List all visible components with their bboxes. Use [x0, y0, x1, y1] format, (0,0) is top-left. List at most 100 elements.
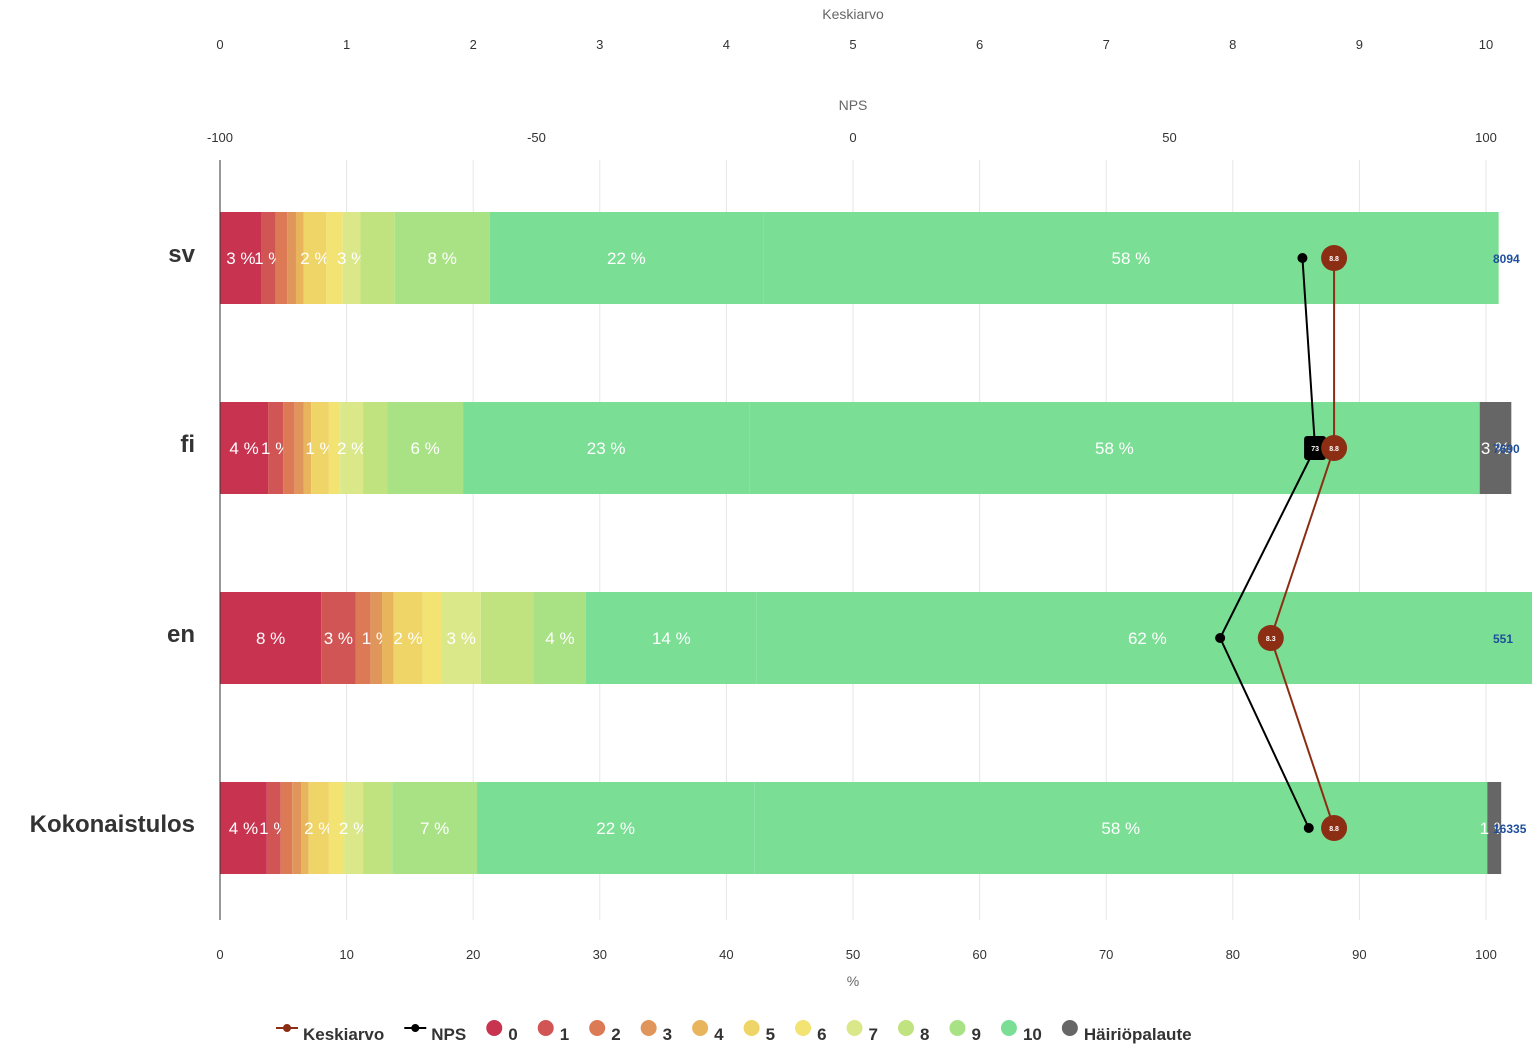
data-label: 8 % — [256, 629, 285, 648]
data-label: 58 % — [1095, 439, 1134, 458]
bar-segment — [275, 212, 288, 304]
legend-label: Keskiarvo — [303, 1025, 384, 1044]
legend-dot-swatch — [486, 1020, 503, 1036]
nps-tick-label: 50 — [1162, 130, 1176, 145]
keskiarvo-tick-label: 2 — [470, 37, 477, 52]
bar-segment — [340, 402, 364, 494]
legend-dot-swatch — [1061, 1020, 1078, 1036]
legend-line-marker — [283, 1024, 291, 1032]
keskiarvo-tick-label: 1 — [343, 37, 350, 52]
nps-tick-label: -100 — [207, 130, 233, 145]
bar-segment — [749, 402, 1480, 494]
bar-segment — [355, 592, 371, 684]
data-label: 14 % — [652, 629, 691, 648]
nps-point — [1297, 253, 1308, 263]
data-label: 7 % — [420, 819, 449, 838]
category-label: en — [167, 621, 195, 648]
data-label: 62 % — [1128, 629, 1167, 648]
x-axis-title: % — [847, 973, 859, 989]
bar-segment — [220, 402, 269, 494]
keskiarvo-tick-label: 8 — [1229, 37, 1236, 52]
bar-segment — [763, 212, 1499, 304]
x-tick-label: 40 — [719, 947, 733, 962]
keskiarvo-tick-label: 10 — [1479, 37, 1493, 52]
bar-segment — [326, 212, 343, 304]
keskiarvo-line — [1269, 258, 1336, 829]
data-label: 2 % — [304, 819, 333, 838]
data-label: 1 % — [305, 439, 334, 458]
bar-segment — [295, 212, 304, 304]
data-label: 2 % — [300, 249, 329, 268]
bar-segment — [756, 592, 1532, 684]
data-label: 1 % — [1480, 819, 1509, 838]
x-tick-label: 60 — [972, 947, 986, 962]
bar-segment — [321, 592, 356, 684]
keskiarvo-tick-label: 6 — [976, 37, 983, 52]
legend-label: 9 — [971, 1025, 980, 1044]
bar-segment — [294, 402, 304, 494]
keskiarvo-point-label: 8.8 — [1329, 256, 1339, 263]
x-tick-label: 50 — [846, 947, 860, 962]
bar-segment — [268, 402, 284, 494]
keskiarvo-label-badge — [1321, 245, 1348, 271]
legend-dot-swatch — [949, 1020, 966, 1036]
legend-label: Häiriöpalaute — [1084, 1025, 1192, 1044]
keskiarvo-tick-label: 9 — [1356, 37, 1363, 52]
data-label: 2 % — [339, 819, 368, 838]
bar-segment — [382, 592, 394, 684]
keskiarvo-tick-label: 0 — [216, 37, 223, 52]
data-label: 3 % — [447, 629, 476, 648]
bar-segment — [370, 592, 383, 684]
bar-segment — [392, 782, 477, 874]
bar-segment — [754, 782, 1488, 874]
nps-tick-label: 100 — [1475, 130, 1497, 145]
keskiarvo-tick-label: 3 — [596, 37, 603, 52]
data-label: 58 % — [1112, 249, 1151, 268]
legend-dot-swatch — [589, 1020, 606, 1036]
x-tick-label: 90 — [1352, 947, 1366, 962]
total-label: 551 — [1493, 632, 1513, 646]
legend-label: 2 — [611, 1025, 620, 1044]
bar-segment — [1479, 402, 1512, 494]
data-label: 22 % — [607, 249, 646, 268]
x-tick-label: 20 — [466, 947, 480, 962]
bar-segment — [220, 212, 262, 304]
keskiarvo-axis-title: Keskiarvo — [822, 6, 884, 22]
x-tick-label: 100 — [1475, 947, 1497, 962]
bar-segment — [308, 782, 329, 874]
keskiarvo-point-label: 8.3 — [1266, 636, 1276, 643]
bar-segment — [387, 402, 464, 494]
bar-segment — [328, 782, 345, 874]
x-tick-label: 80 — [1226, 947, 1240, 962]
category-label: fi — [180, 431, 195, 458]
data-label: 8 % — [428, 249, 457, 268]
legend-dot-swatch — [795, 1020, 812, 1036]
bar-segment — [533, 592, 586, 684]
bar-segment — [344, 782, 364, 874]
data-label: 3 % — [226, 249, 255, 268]
bar-segment — [292, 782, 302, 874]
nps-tick-label: -50 — [527, 130, 546, 145]
bar-segment — [441, 592, 481, 684]
bar-segment — [261, 212, 276, 304]
keskiarvo-point-label: 8.8 — [1329, 826, 1339, 833]
nps-axis-title: NPS — [839, 97, 868, 113]
bar-segment — [394, 212, 490, 304]
nps-point — [1215, 633, 1226, 643]
total-label: 7690 — [1493, 442, 1520, 456]
legend-label: 8 — [920, 1025, 929, 1044]
bar-segment — [422, 592, 442, 684]
bar-segment — [363, 402, 388, 494]
bar-segment — [1487, 782, 1502, 874]
bar-segment — [480, 592, 534, 684]
x-tick-label: 0 — [216, 947, 223, 962]
stacked-bars: 3 %1 % 2 % 3 % 8 % 22 % 58 %4 % 1 % 1 % 2 % 6 % 23… — [220, 212, 1532, 874]
keskiarvo-tick-label: 5 — [849, 37, 856, 52]
bar-segment — [328, 402, 341, 494]
legend-dot-swatch — [846, 1020, 863, 1036]
bar-segment — [360, 212, 395, 304]
keskiarvo-label-badge — [1321, 435, 1348, 461]
legend-label: 5 — [766, 1025, 775, 1044]
legend-label: 7 — [869, 1025, 878, 1044]
legend-label: 1 — [560, 1025, 569, 1044]
